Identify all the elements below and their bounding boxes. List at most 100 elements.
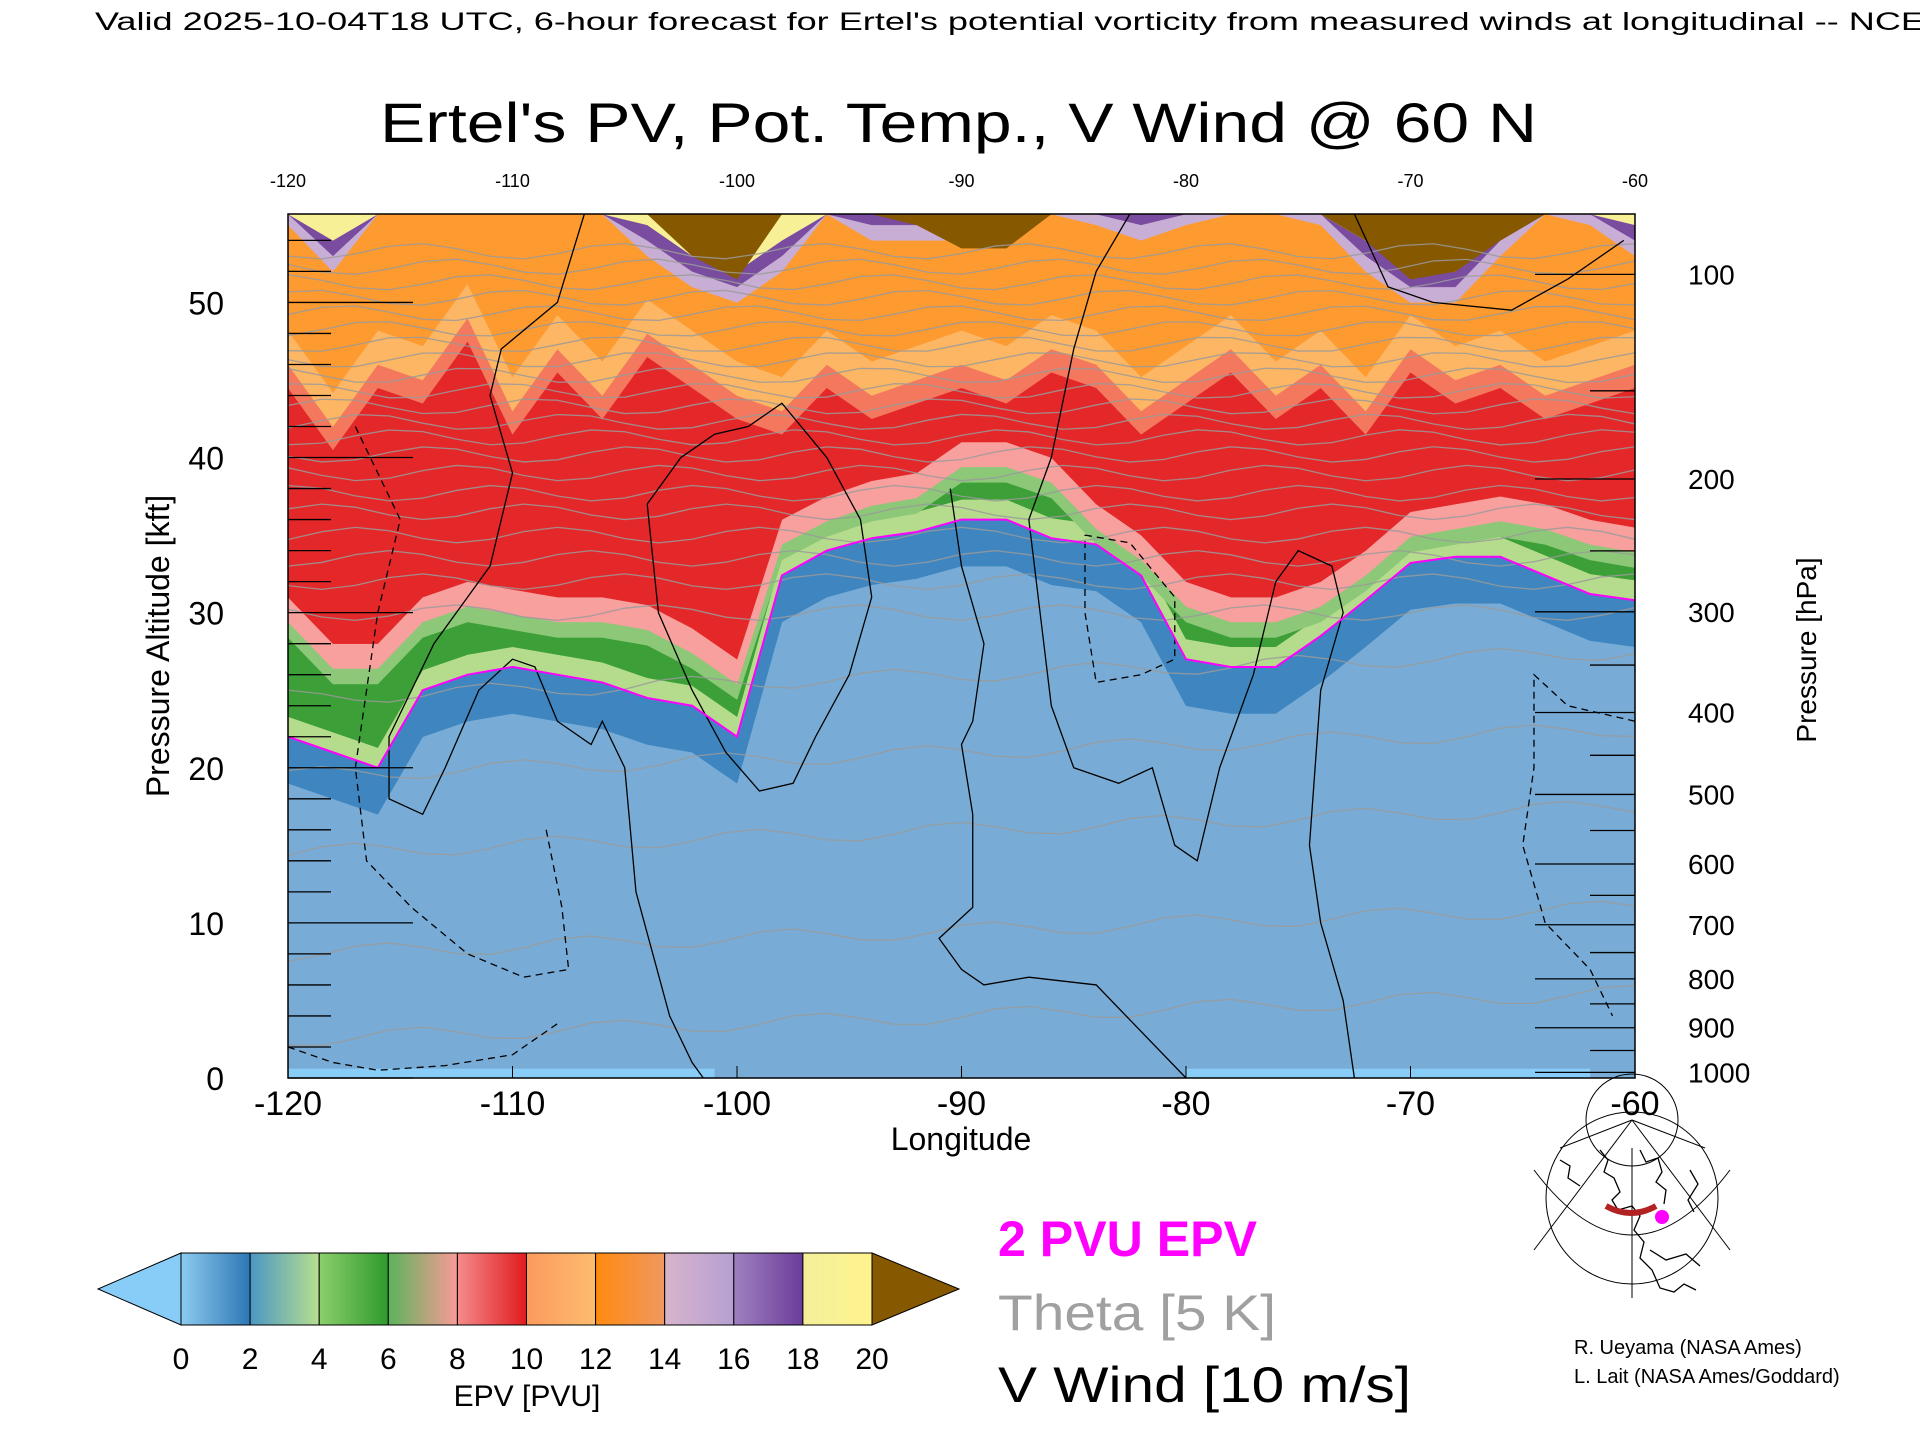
v-wind-contour xyxy=(1353,214,1625,311)
colorbar-segment xyxy=(664,1252,735,1326)
theta-contour xyxy=(288,242,1635,260)
pv2-line xyxy=(288,518,1635,769)
credit-line: L. Lait (NASA Ames/Goddard) xyxy=(1574,1366,1840,1388)
colorbar-tick-label: 2 xyxy=(242,1343,259,1376)
y-axis-label: Pressure Altitude [kft] xyxy=(140,495,176,797)
v-wind-contour xyxy=(1522,673,1635,1017)
x-tick-label: -120 xyxy=(254,1085,322,1123)
colorbar-segment xyxy=(526,1252,597,1326)
x-axis-label: Longitude xyxy=(891,1121,1032,1157)
subtitle: Valid 2025-10-04T18 UTC, 6-hour forecast… xyxy=(95,8,1920,36)
y-tick-label: 0 xyxy=(206,1061,224,1097)
colorbar-tick-label: 0 xyxy=(173,1343,190,1376)
colorbar-tick-label: 4 xyxy=(311,1343,328,1376)
colorbar-tick-label: 8 xyxy=(449,1343,466,1376)
theta-contour xyxy=(288,800,1635,857)
y2-tick-label: 400 xyxy=(1688,697,1735,728)
theta-contour xyxy=(288,526,1635,544)
top-x-tick-label: -70 xyxy=(1397,171,1423,191)
top-x-tick-label: -80 xyxy=(1173,171,1199,191)
colorbar-segment xyxy=(387,1252,458,1326)
theta-contour xyxy=(288,647,1635,703)
v-wind-contour xyxy=(288,1023,558,1071)
theta-contour xyxy=(288,321,1635,337)
theta-contour xyxy=(288,900,1635,963)
colorbar-tick-label: 14 xyxy=(648,1343,681,1376)
theta-contour xyxy=(288,382,1635,399)
colorbar-segment xyxy=(802,1252,873,1326)
theta-contour xyxy=(288,258,1635,275)
colorbar-segment xyxy=(595,1252,666,1326)
theta-contour xyxy=(288,604,1635,622)
theta-contour xyxy=(288,289,1635,306)
top-x-tick-label: -120 xyxy=(270,171,306,191)
locator-map xyxy=(1533,1073,1731,1298)
y2-tick-label: 900 xyxy=(1688,1013,1735,1044)
theta-contour xyxy=(288,484,1635,502)
y-tick-label: 30 xyxy=(188,596,224,632)
y2-axis-label: Pressure [hPa] xyxy=(1791,557,1822,742)
legend-theta: Theta [5 K] xyxy=(998,1285,1276,1341)
map-grid xyxy=(1533,1073,1731,1298)
x-tick-label: -100 xyxy=(703,1085,771,1123)
plot-area xyxy=(288,214,1635,1078)
colorbar-segment xyxy=(733,1252,804,1326)
colorbar-label: EPV [PVU] xyxy=(454,1380,601,1413)
y-tick-label: 10 xyxy=(188,906,224,942)
v-wind-contour xyxy=(646,402,873,792)
y-tick-label: 40 xyxy=(188,441,224,477)
legend: 2 PVU EPV Theta [5 K] V Wind [10 m/s] xyxy=(998,1211,1411,1413)
theta-contour xyxy=(288,549,1635,567)
y2-tick-label: 200 xyxy=(1688,464,1735,495)
top-x-tick-label: -90 xyxy=(948,171,974,191)
v-wind-contour xyxy=(388,214,704,1078)
top-x-tick-label: -110 xyxy=(495,171,530,191)
y-tick-label: 20 xyxy=(188,751,224,787)
colorbar: 0 2 4 6 8 10 12 14 16 18 20 xyxy=(96,1252,961,1376)
legend-pv: 2 PVU EPV xyxy=(998,1211,1258,1267)
colorbar-tick-label: 12 xyxy=(579,1343,612,1376)
colorbar-segment xyxy=(318,1252,389,1326)
v-wind-contour xyxy=(1084,534,1176,684)
theta-contour xyxy=(288,398,1635,415)
colorbar-segment xyxy=(180,1252,251,1326)
y2-tick-label: 800 xyxy=(1688,964,1735,995)
credit-line: R. Ueyama (NASA Ames) xyxy=(1574,1337,1802,1359)
x-tick-label: -60 xyxy=(1610,1085,1659,1123)
x-tick-label: -110 xyxy=(480,1085,546,1123)
y2-tick-label: 600 xyxy=(1688,849,1735,880)
colorbar-tick-label: 18 xyxy=(786,1343,819,1376)
colorbar-tick-label: 20 xyxy=(855,1343,888,1376)
y2-tick-label: 100 xyxy=(1688,259,1735,290)
legend-v-wind: V Wind [10 m/s] xyxy=(998,1357,1411,1413)
low-pv-patch xyxy=(1186,1068,1591,1078)
top-x-tick-label: -60 xyxy=(1622,171,1648,191)
theta-contour xyxy=(288,352,1635,368)
theta-contour xyxy=(288,984,1635,1047)
y-tick-label: 50 xyxy=(188,285,224,321)
location-marker xyxy=(1655,1210,1669,1224)
colorbar-under-arrow xyxy=(96,1252,182,1326)
cross-section-track xyxy=(1604,1203,1658,1216)
axes: -120 -120 -110 -110 -100 -100 -90 -90 -80 -80 -70 -… xyxy=(188,171,1750,1123)
colorbar-tick-label: 10 xyxy=(510,1343,543,1376)
colorbar-segment xyxy=(456,1252,527,1326)
theta-contour xyxy=(288,305,1635,322)
y2-tick-label: 300 xyxy=(1688,597,1735,628)
colorbar-over-arrow xyxy=(871,1252,961,1326)
x-tick-label: -90 xyxy=(937,1085,986,1123)
theta-contour xyxy=(288,367,1635,384)
theta-contour xyxy=(288,503,1635,521)
colorbar-tick-label: 6 xyxy=(380,1343,397,1376)
theta-contour xyxy=(288,724,1635,780)
theta-contour xyxy=(288,446,1635,463)
top-x-tick-label: -100 xyxy=(719,171,755,191)
v-wind-contour xyxy=(354,426,570,978)
y2-tick-label: 1000 xyxy=(1688,1057,1750,1088)
theta-contour xyxy=(288,573,1635,591)
y2-tick-label: 700 xyxy=(1688,910,1735,941)
colorbar-segment xyxy=(249,1252,320,1326)
x-tick-label: -70 xyxy=(1386,1085,1435,1123)
theta-contour xyxy=(288,336,1635,352)
